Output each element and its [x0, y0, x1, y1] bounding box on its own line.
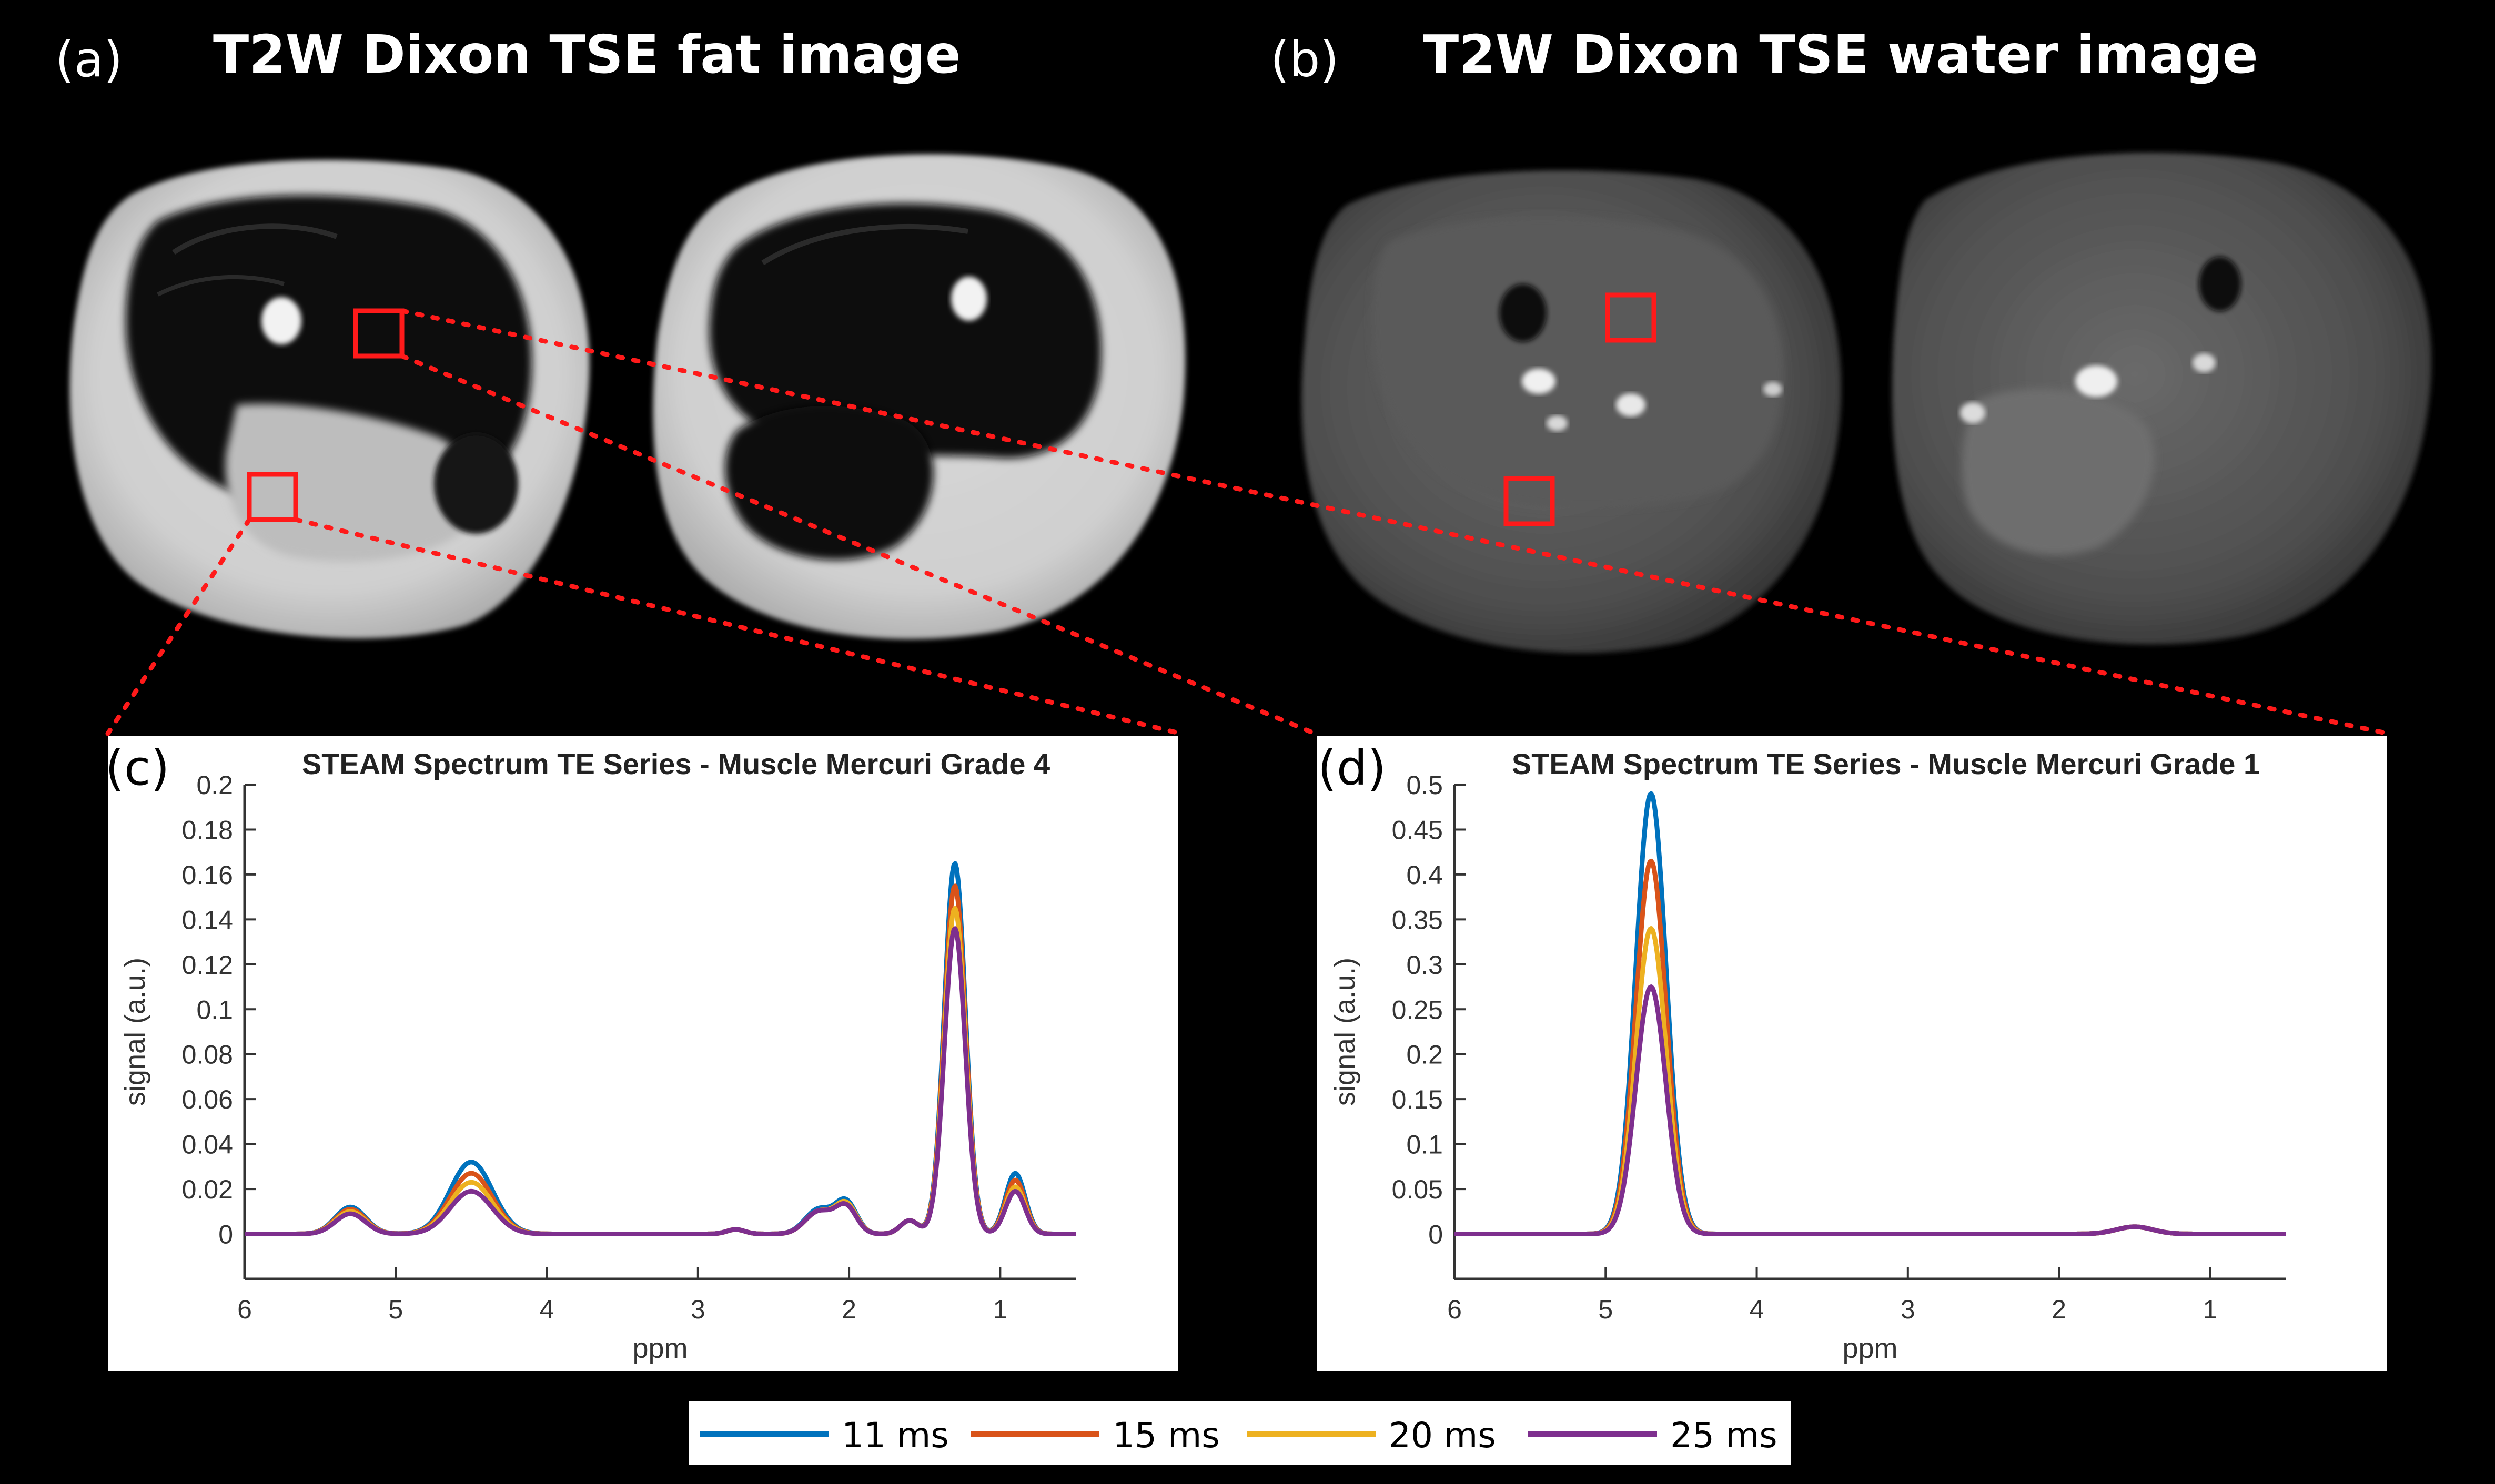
- y-tick-label: 0.35: [1392, 905, 1443, 934]
- y-tick-label: 0: [218, 1220, 233, 1249]
- x-tick-label: 1: [2203, 1295, 2217, 1324]
- legend-label: 11 ms: [842, 1415, 949, 1456]
- roi-box-b-lower: [1503, 476, 1555, 526]
- x-tick-label: 4: [540, 1295, 554, 1324]
- y-tick-label: 0.1: [1406, 1130, 1443, 1160]
- x-tick-label: 5: [1598, 1295, 1613, 1324]
- y-tick-label: 0.06: [182, 1085, 233, 1114]
- x-tick-label: 6: [237, 1295, 252, 1324]
- connector-d-left: [399, 353, 1318, 736]
- x-axis-label: ppm: [1842, 1333, 1897, 1364]
- x-tick-label: 3: [691, 1295, 705, 1324]
- roi-box-b-upper: [1605, 292, 1656, 343]
- y-tick-label: 0.14: [182, 905, 233, 934]
- panel-a-title: T2W Dixon TSE fat image: [213, 24, 961, 85]
- series-line-25-ms: [1453, 984, 2287, 1236]
- y-axis-label: signal (a.u.): [119, 958, 151, 1106]
- y-tick-label: 0.45: [1392, 815, 1443, 845]
- roi-annotations: [105, 292, 2391, 736]
- y-tick-label: 0.02: [182, 1175, 233, 1204]
- x-tick-label: 2: [842, 1295, 856, 1324]
- x-tick-label: 6: [1447, 1295, 1462, 1324]
- y-tick-label: 0.08: [182, 1040, 233, 1070]
- y-tick-label: 0: [1428, 1220, 1443, 1249]
- panel-d-label: (d): [1318, 740, 1386, 796]
- fat-image: [69, 154, 1186, 639]
- roi-box-a-lower: [247, 472, 298, 522]
- chart-title: STEAM Spectrum TE Series - Muscle Mercur…: [1512, 747, 2260, 780]
- water-right-thigh: [1892, 153, 2432, 645]
- y-tick-label: 0.5: [1406, 770, 1443, 800]
- chart-d: 0 0.05 0.1 0.15 0.2 0.25 0.3 0.35 0.4 0.45 0.5 6 5 4 3…: [1329, 747, 2287, 1364]
- connector-c-left: [105, 517, 252, 736]
- water-image: [1301, 153, 2432, 653]
- chart-c-background: [108, 736, 1178, 1371]
- chart-d-background: [1317, 736, 2387, 1371]
- y-tick-label: 0.12: [182, 950, 233, 980]
- y-tick-label: 0.4: [1406, 860, 1443, 890]
- legend: 11 ms 15 ms 20 ms 25 ms: [689, 1401, 1791, 1465]
- legend-label: 25 ms: [1670, 1415, 1777, 1456]
- y-tick-label: 0.16: [182, 860, 233, 890]
- panel-c-label: (c): [105, 740, 169, 796]
- x-tick-label: 5: [388, 1295, 403, 1324]
- y-tick-label: 0.3: [1406, 950, 1443, 980]
- x-tick-label: 1: [993, 1295, 1007, 1324]
- connector-c-right: [293, 517, 1184, 736]
- y-tick-label: 0.1: [196, 995, 233, 1024]
- chart-c: 0 0.02 0.04 0.06 0.08 0.1 0.12 0.14 0.16 0.18 0.2 6…: [119, 747, 1077, 1364]
- panel-a-label: (a): [55, 32, 123, 88]
- y-tick-label: 0.15: [1392, 1085, 1443, 1114]
- y-tick-label: 0.04: [182, 1130, 233, 1160]
- legend-label: 15 ms: [1113, 1415, 1220, 1456]
- y-tick-label: 0.18: [182, 815, 233, 845]
- x-tick-label: 2: [2052, 1295, 2066, 1324]
- panel-b-title: T2W Dixon TSE water image: [1423, 24, 2258, 85]
- water-left-thigh: [1301, 170, 1841, 653]
- y-axis-label: signal (a.u.): [1329, 958, 1361, 1106]
- series-line-25-ms: [244, 926, 1077, 1236]
- x-axis-label: ppm: [632, 1333, 688, 1364]
- y-tick-label: 0.05: [1392, 1175, 1443, 1204]
- chart-title: STEAM Spectrum TE Series - Muscle Mercur…: [302, 747, 1050, 780]
- connector-d-right: [399, 308, 2391, 736]
- fat-left-thigh: [69, 160, 590, 639]
- y-tick-label: 0.2: [1406, 1040, 1443, 1070]
- legend-label: 20 ms: [1389, 1415, 1496, 1456]
- y-tick-label: 0.25: [1392, 995, 1443, 1024]
- x-tick-label: 3: [1901, 1295, 1915, 1324]
- x-tick-label: 4: [1750, 1295, 1764, 1324]
- y-tick-label: 0.2: [196, 770, 233, 800]
- panel-b-label: (b): [1270, 32, 1339, 88]
- roi-box-a-upper: [353, 308, 405, 359]
- fat-right-thigh: [653, 154, 1186, 639]
